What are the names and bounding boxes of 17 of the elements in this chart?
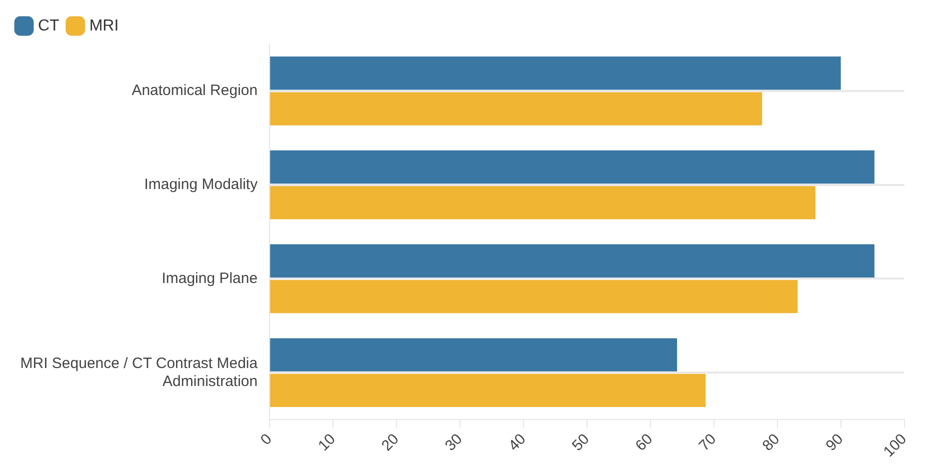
x-tick-label: 40 (505, 430, 530, 454)
x-tick-label: 60 (632, 430, 656, 454)
x-tick-label: 20 (378, 430, 402, 454)
y-tick-label: Imaging Modality (144, 176, 258, 193)
y-tick-label: Anatomical Region (132, 82, 258, 100)
x-tick-label: 0 (257, 430, 276, 449)
x-tick-label: 70 (696, 430, 720, 454)
x-tick-label: 80 (759, 430, 784, 454)
legend-label: MRI (89, 17, 119, 34)
x-tick-label: 50 (568, 430, 593, 454)
x-tick-label: 10 (315, 430, 339, 454)
x-tick-label: 100 (880, 430, 910, 460)
x-tick-label: 90 (822, 430, 847, 454)
y-tick-label: MRI Sequence / CT Contrast Media Administration (20, 354, 258, 390)
legend-label: CT (38, 17, 60, 34)
y-tick-label: Imaging Plane (162, 270, 258, 287)
x-tick-label: 30 (442, 430, 466, 454)
